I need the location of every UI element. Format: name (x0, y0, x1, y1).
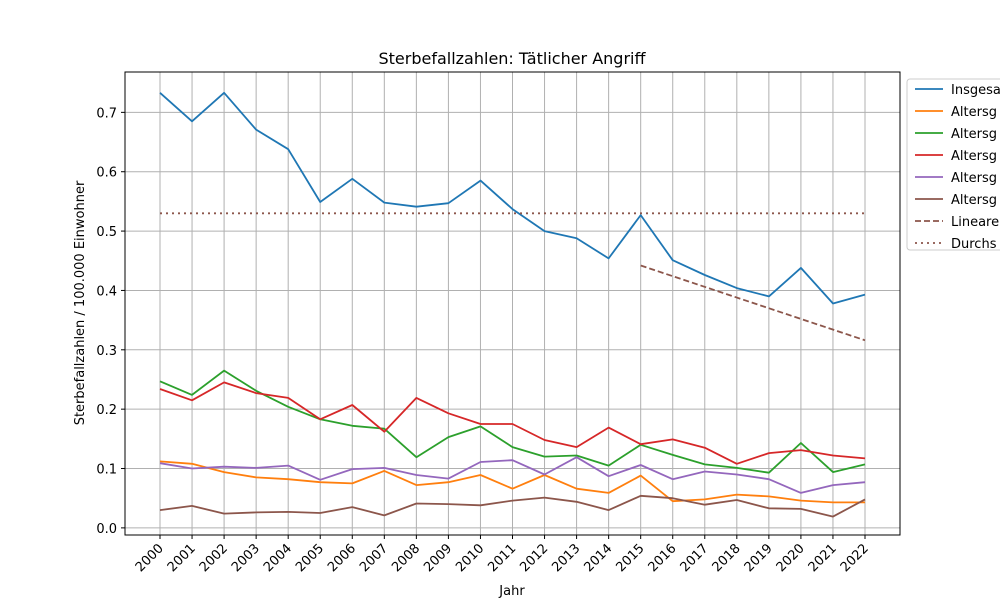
legend-label-7: Lineare (951, 215, 999, 230)
legend: Insgesa Altersg Altersg Altersg Altersg Alter… (906, 78, 1000, 252)
y-tick-label: 0.3 (96, 344, 117, 359)
series-line-6 (159, 494, 866, 518)
legend-label-5: Altersg (951, 171, 997, 186)
x-axis-label: Jahr (498, 584, 525, 599)
series-line-4 (159, 381, 866, 465)
legend-label-6: Altersg (951, 193, 997, 208)
y-tick-label: 0.0 (96, 522, 117, 537)
legend-label-2: Altersg (951, 105, 997, 120)
series-line-2 (159, 460, 865, 504)
y-tick-label: 0.2 (96, 403, 117, 418)
y-tick-label: 0.6 (96, 166, 117, 181)
y-tick-label: 0.4 (96, 284, 117, 299)
y-tick-label: 0.5 (96, 225, 117, 240)
y-tick-label: 0.7 (96, 106, 117, 121)
legend-label-3: Altersg (951, 127, 997, 142)
y-tick-label: 0.1 (96, 463, 117, 478)
series-line-5 (159, 456, 866, 494)
legend-box (906, 78, 1000, 251)
legend-label-1: Insgesa (951, 83, 1000, 98)
legend-label-4: Altersg (951, 149, 997, 164)
series-line-1 (159, 91, 866, 305)
series-lines (159, 91, 866, 518)
series-line-3 (159, 369, 866, 474)
legend-label-8: Durchs (951, 237, 997, 252)
series-line-7 (640, 264, 866, 342)
chart-title: Sterbefallzahlen: Tätlicher Angriff (378, 49, 646, 68)
y-axis-label: Sterbefallzahlen / 100.000 Einwohner (73, 180, 88, 425)
